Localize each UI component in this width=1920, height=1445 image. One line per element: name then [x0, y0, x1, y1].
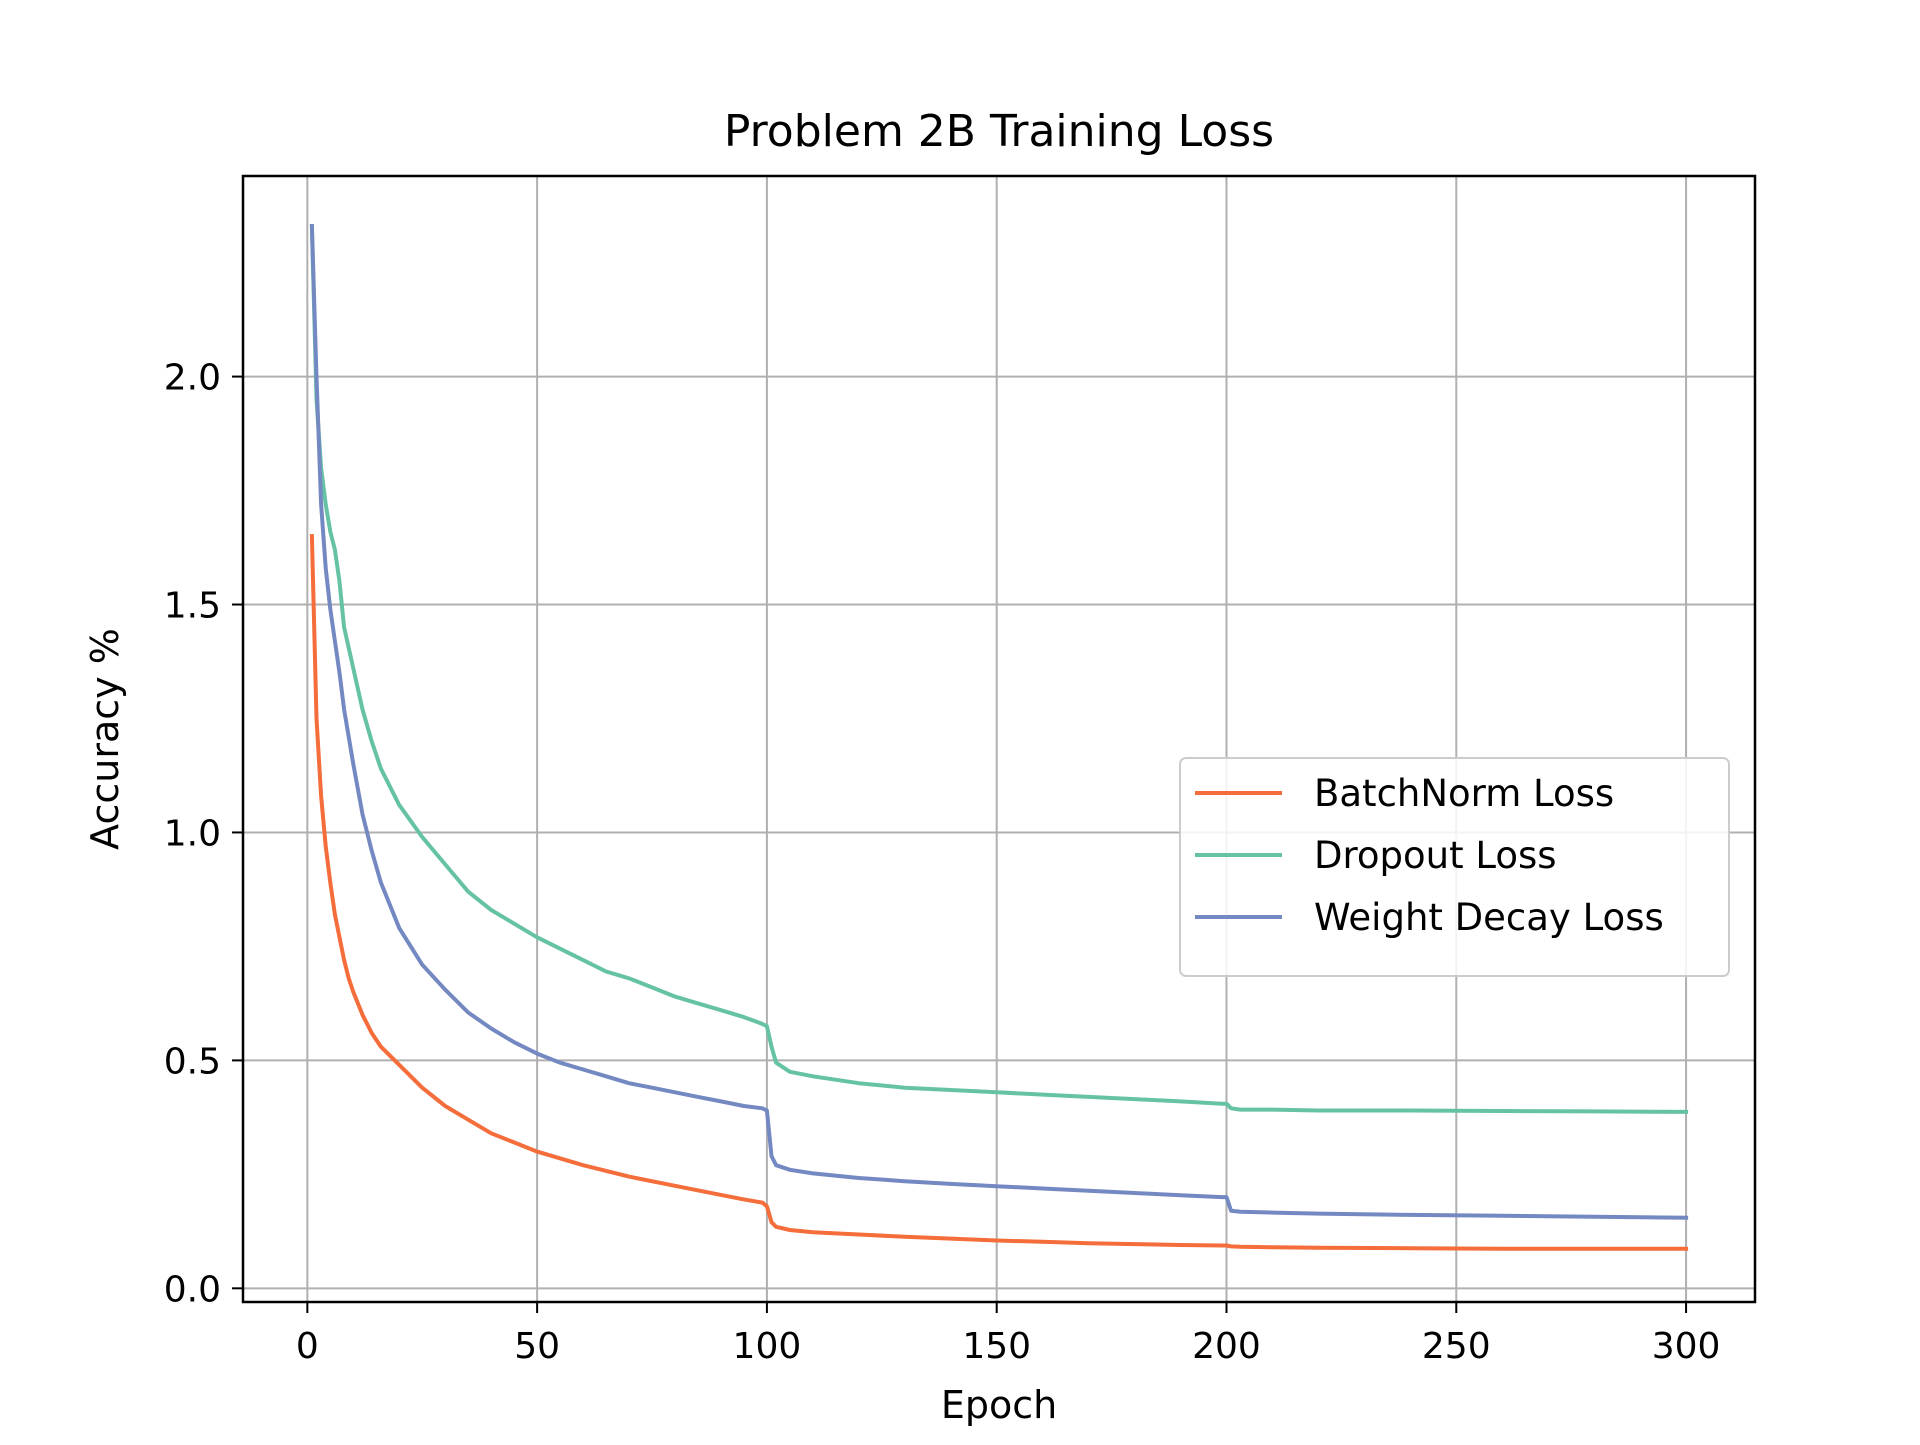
x-tick-label: 0 [296, 1326, 319, 1367]
y-tick-label: 0.0 [164, 1269, 221, 1310]
x-tick-label: 250 [1422, 1326, 1491, 1367]
y-tick-label: 2.0 [164, 358, 221, 399]
legend-label: Weight Decay Loss [1314, 896, 1664, 939]
y-tick-label: 0.5 [164, 1041, 221, 1082]
chart-title: Problem 2B Training Loss [724, 106, 1274, 157]
x-tick-label: 50 [514, 1326, 560, 1367]
x-tick-label: 100 [733, 1326, 802, 1367]
y-axis-label: Accuracy % [83, 628, 127, 850]
legend-label: BatchNorm Loss [1314, 772, 1614, 815]
series-line-3 [309, 224, 1689, 1220]
x-tick-label: 150 [962, 1326, 1031, 1367]
y-tick-label: 1.5 [164, 586, 221, 627]
series-lines [309, 224, 1689, 1251]
plot-frame [241, 174, 1757, 1304]
series-line-1 [309, 534, 1689, 1251]
series-line-2 [309, 224, 1689, 1114]
legend-box [1179, 757, 1730, 977]
legend-items: BatchNorm Loss Dropout Loss Weight Decay L… [1195, 772, 1664, 939]
x-tick-label: 300 [1652, 1326, 1721, 1367]
y-tick-label: 1.0 [164, 813, 221, 854]
x-axis-label: Epoch [941, 1383, 1057, 1427]
axis-ticks: 0 50 100 150 200 250 300 0.0 0.5 1.0 1.5 2.0 [164, 358, 1721, 1367]
legend-label: Dropout Loss [1314, 834, 1557, 877]
x-tick-label: 200 [1192, 1326, 1261, 1367]
legend: BatchNorm Loss Dropout Loss Weight Decay L… [1179, 757, 1730, 977]
